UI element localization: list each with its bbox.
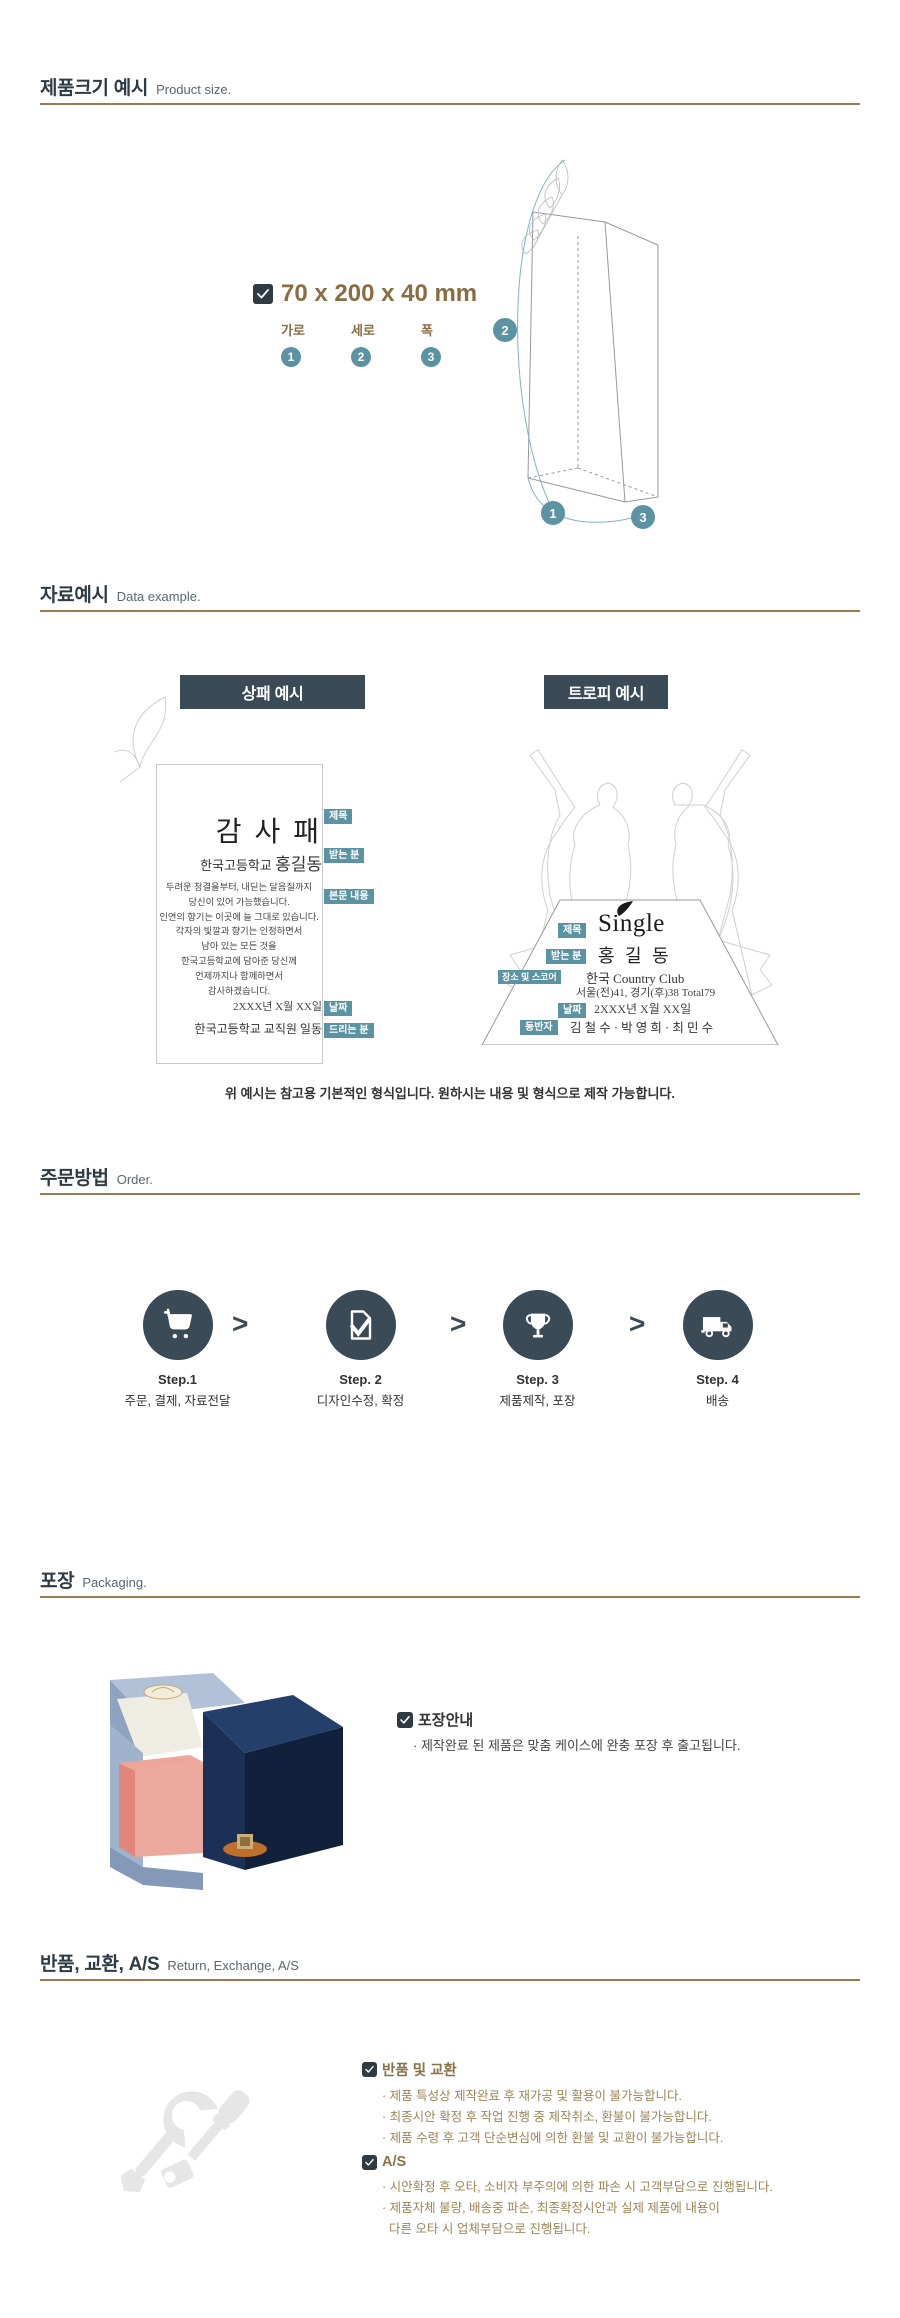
svg-text:2: 2 — [501, 323, 508, 338]
svg-text:3: 3 — [639, 510, 646, 525]
svg-text:1: 1 — [549, 506, 556, 521]
